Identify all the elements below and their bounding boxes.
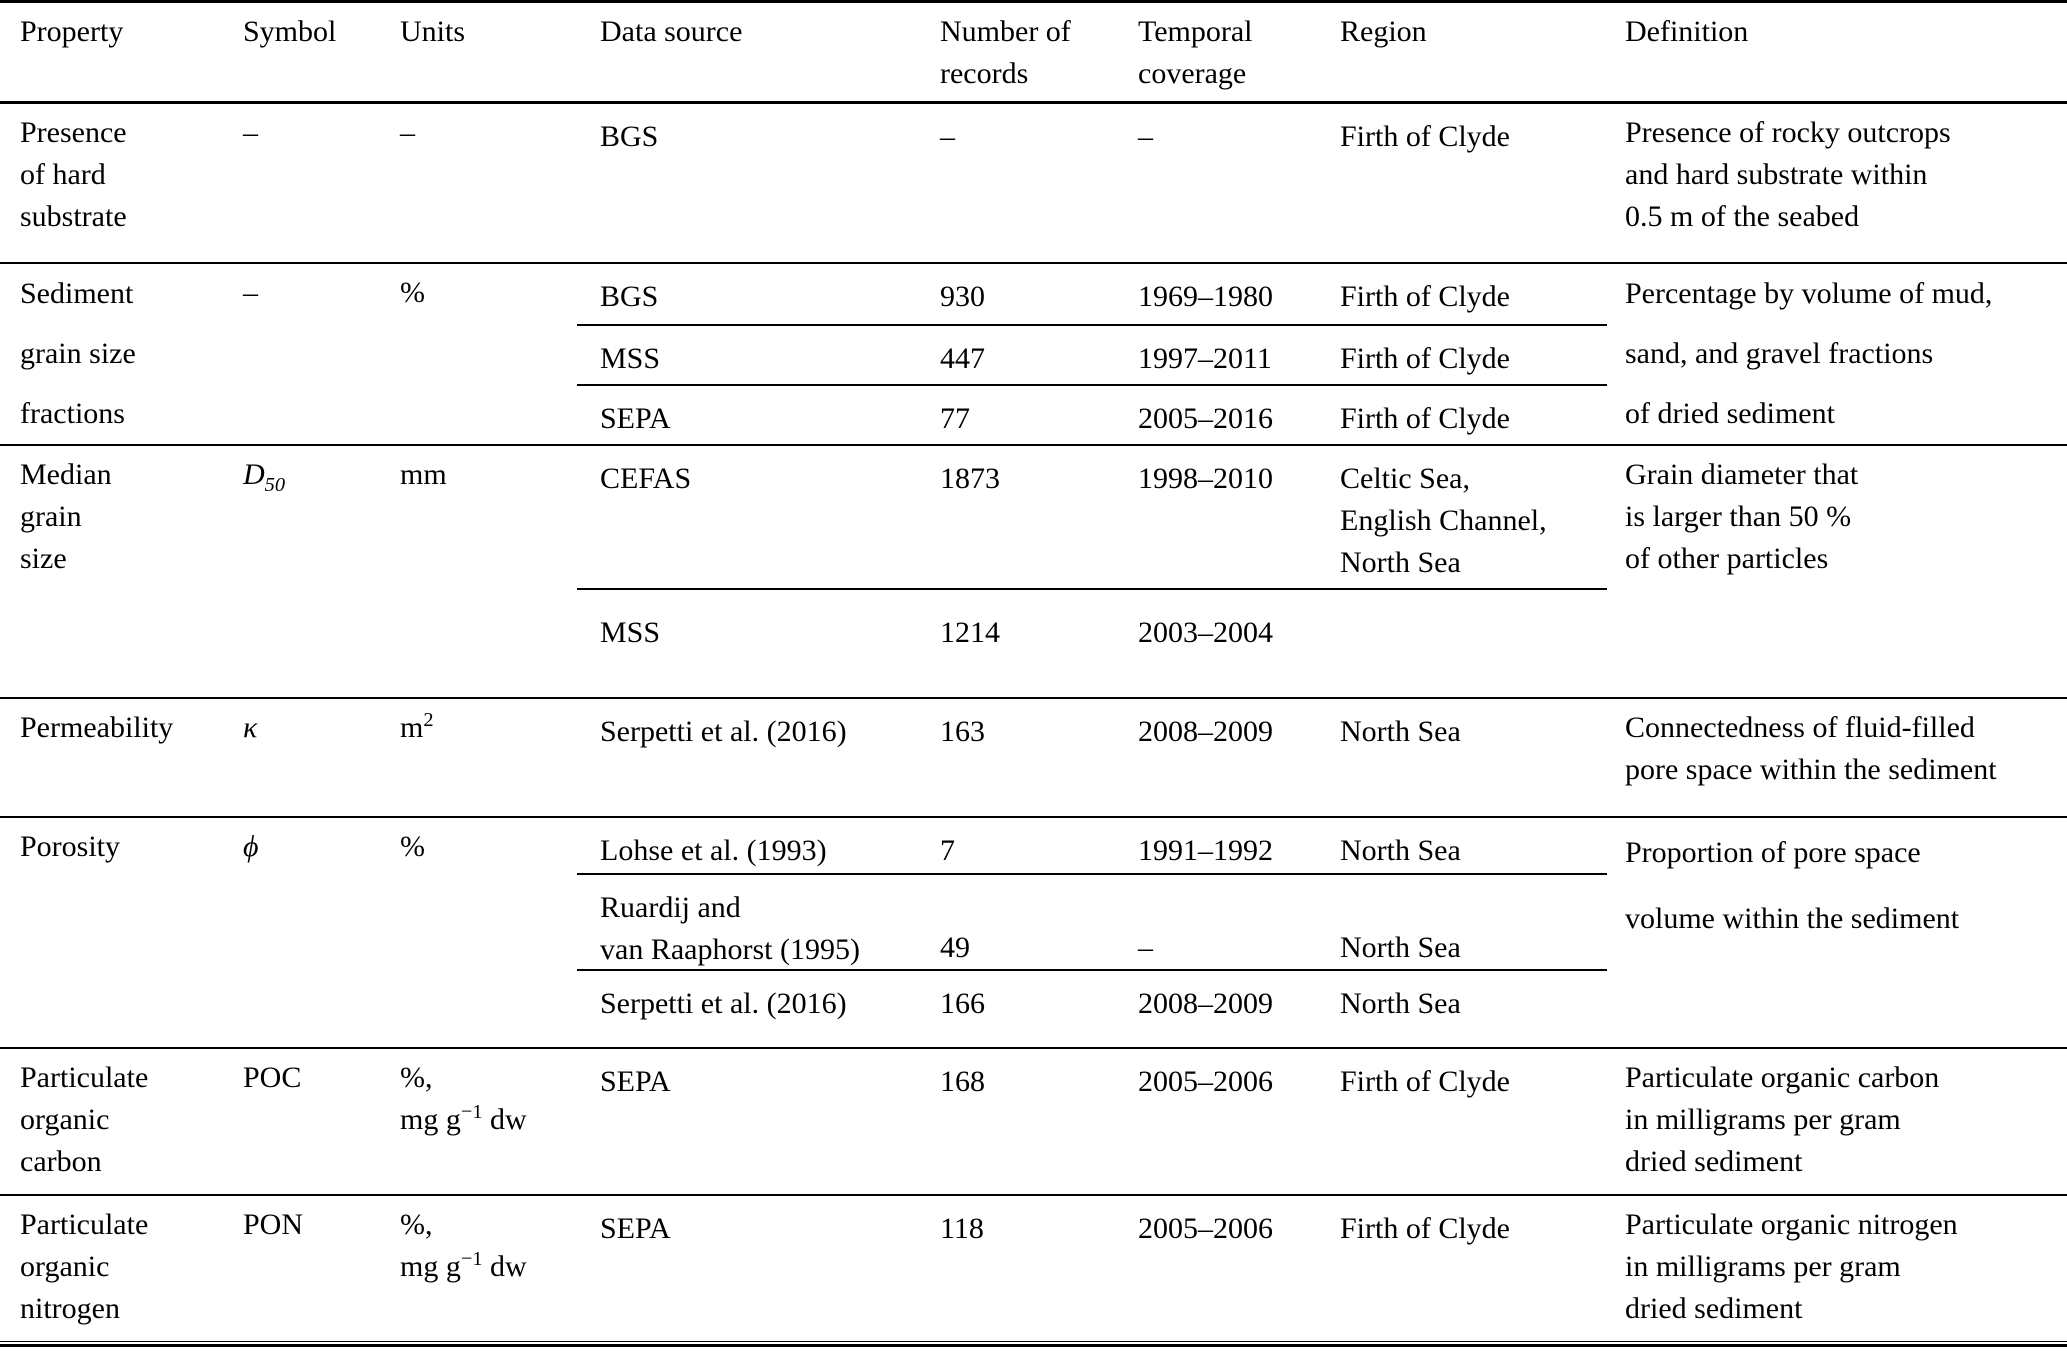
units-cell: – — [400, 116, 415, 149]
property-cell: Permeability — [20, 711, 174, 744]
data-source-cell: Serpetti et al. (2016) — [577, 969, 940, 1047]
data-source-cell: SEPA — [577, 384, 940, 444]
region-cell: Firth of Clyde — [1340, 384, 1607, 444]
symbol-cell: ϕ — [243, 830, 259, 863]
property-cell: Particulate organic carbon — [20, 1061, 149, 1178]
header-symbol: Symbol — [243, 15, 337, 48]
temporal-cell: 2003–2004 — [1138, 588, 1340, 697]
records-cell: – — [940, 120, 955, 153]
units-cell: m2 — [400, 709, 434, 744]
header-property: Property — [20, 15, 124, 48]
header-data-source: Data source — [600, 15, 743, 48]
definition-cell: Presence of rocky outcrops and hard subs… — [1625, 116, 1951, 233]
definition-cell: Proportion of pore space volume within t… — [1625, 836, 1960, 935]
definition-cell: Particulate organic carbon in milligrams… — [1625, 1061, 1940, 1178]
units-cell: % — [400, 276, 425, 309]
units-cell: %, mg g−1 dw — [400, 1208, 527, 1283]
region-cell: Firth of Clyde — [1340, 1212, 1510, 1245]
header-records: Number of records — [940, 15, 1071, 90]
temporal-cell: 2005–2016 — [1138, 384, 1340, 444]
records-cell: 1873 — [940, 462, 1000, 495]
records-cell: 166 — [940, 969, 1138, 1047]
data-source-cell: SEPA — [600, 1212, 671, 1245]
data-source-cell: SEPA — [600, 1065, 671, 1098]
header-units: Units — [400, 15, 466, 48]
records-cell: 7 — [940, 834, 955, 867]
data-source-cell: BGS — [600, 120, 659, 153]
records-cell: 168 — [940, 1065, 985, 1098]
records-cell: 49 — [940, 873, 1138, 969]
property-cell: Particulate organic nitrogen — [20, 1208, 149, 1325]
units-cell: % — [400, 830, 425, 863]
temporal-cell: – — [1138, 873, 1340, 969]
data-source-cell: BGS — [600, 280, 659, 313]
header-definition: Definition — [1625, 15, 1749, 48]
records-cell: 447 — [940, 324, 1138, 384]
row-particulate-organic-carbon: Particulate organic carbon POC %, mg g−1… — [0, 1047, 2067, 1194]
row-permeability: Permeability κ m2 Serpetti et al. (2016)… — [0, 697, 2067, 816]
definition-cell: Particulate organic nitrogen in milligra… — [1625, 1208, 1958, 1325]
temporal-cell: – — [1138, 120, 1153, 153]
data-source-cell: MSS — [577, 324, 940, 384]
records-cell: 1214 — [940, 588, 1138, 697]
data-source-cell: Lohse et al. (1993) — [600, 834, 827, 867]
symbol-cell: D50 — [243, 458, 286, 496]
row-hard-substrate: Presence of hard substrate – – BGS – – F… — [0, 104, 2067, 262]
region-cell — [1340, 588, 1607, 697]
region-cell: Firth of Clyde — [1340, 324, 1607, 384]
region-cell: Celtic Sea, English Channel, North Sea — [1340, 462, 1547, 579]
property-cell: Median grain size — [20, 458, 112, 575]
table-header-row: Property Symbol Units Data source Number… — [0, 0, 2067, 104]
table-bottom-rule — [0, 1341, 2067, 1347]
temporal-cell: 1969–1980 — [1138, 280, 1273, 313]
data-source-cell: Serpetti et al. (2016) — [600, 715, 847, 748]
data-source-cell: MSS — [577, 588, 940, 697]
header-temporal: Temporal coverage — [1138, 15, 1253, 90]
temporal-cell: 1998–2010 — [1138, 462, 1273, 495]
symbol-cell: – — [243, 276, 258, 309]
row-median-grain-size: Median grain size D50 mm CEFAS 1873 1998… — [0, 444, 2067, 697]
temporal-cell: 2005–2006 — [1138, 1065, 1273, 1098]
row-grain-size-fractions: Sediment grain size fractions – % BGS 93… — [0, 262, 2067, 444]
units-cell: %, mg g−1 dw — [400, 1061, 527, 1136]
temporal-cell: 2008–2009 — [1138, 969, 1340, 1047]
definition-cell: Connectedness of fluid-filled pore space… — [1625, 711, 1997, 786]
region-cell: North Sea — [1340, 969, 1607, 1047]
symbol-cell: – — [243, 116, 258, 149]
records-cell: 163 — [940, 715, 985, 748]
row-particulate-organic-nitrogen: Particulate organic nitrogen PON %, mg g… — [0, 1194, 2067, 1341]
records-cell: 118 — [940, 1212, 984, 1245]
data-source-cell: Ruardij and van Raaphorst (1995) — [577, 873, 940, 969]
definition-cell: Percentage by volume of mud, sand, and g… — [1625, 277, 1993, 430]
region-cell: Firth of Clyde — [1340, 280, 1510, 313]
symbol-cell: κ — [243, 711, 258, 744]
property-cell: Porosity — [20, 830, 121, 863]
header-region: Region — [1340, 15, 1427, 48]
temporal-cell: 1991–1992 — [1138, 834, 1273, 867]
region-cell: North Sea — [1340, 834, 1461, 867]
units-cell: mm — [400, 458, 447, 491]
region-cell: North Sea — [1340, 715, 1461, 748]
data-source-cell: CEFAS — [600, 462, 692, 495]
temporal-cell: 2005–2006 — [1138, 1212, 1273, 1245]
symbol-cell: PON — [243, 1208, 304, 1241]
records-cell: 77 — [940, 384, 1138, 444]
symbol-cell: POC — [243, 1061, 302, 1094]
region-cell: Firth of Clyde — [1340, 120, 1510, 153]
definition-cell: Grain diameter that is larger than 50 % … — [1625, 458, 1859, 575]
region-cell: North Sea — [1340, 873, 1607, 969]
property-cell: Sediment grain size fractions — [20, 277, 136, 430]
property-cell: Presence of hard substrate — [20, 116, 127, 233]
region-cell: Firth of Clyde — [1340, 1065, 1510, 1098]
records-cell: 930 — [940, 280, 985, 313]
row-porosity: Porosity ϕ % Lohse et al. (1993) 7 1991–… — [0, 816, 2067, 1047]
temporal-cell: 1997–2011 — [1138, 324, 1340, 384]
temporal-cell: 2008–2009 — [1138, 715, 1273, 748]
